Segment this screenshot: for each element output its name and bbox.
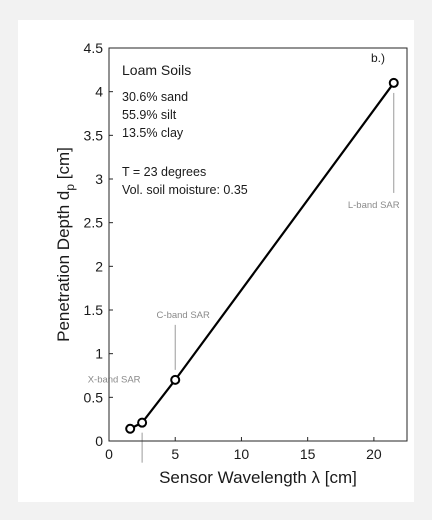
info-sand: 30.6% sand: [122, 90, 188, 104]
y-tick-label: 3.5: [84, 127, 104, 143]
figure-frame: 0 5 10 15 20 0 0.5 1 1.5 2 2.5 3 3.5 4 4.5 X-band SAR C…: [18, 20, 414, 502]
data-point: [170, 374, 181, 385]
info-clay: 13.5% clay: [122, 126, 184, 140]
info-temperature: T = 23 degrees: [122, 165, 206, 179]
penetration-depth-chart: 0 5 10 15 20 0 0.5 1 1.5 2 2.5 3 3.5 4 4.5 X-band SAR C…: [54, 40, 408, 487]
y-tick-label: 0.5: [84, 389, 104, 405]
x-tick-label: 20: [366, 446, 382, 462]
x-tick-label: 5: [171, 446, 179, 462]
y-tick-label: 4: [95, 84, 103, 100]
x-tick-label: 0: [105, 446, 113, 462]
data-point: [137, 417, 148, 428]
y-tick-label: 0: [95, 433, 103, 449]
y-tick-label: 4.5: [84, 40, 104, 56]
series-line: [129, 82, 395, 430]
x-tick-label: 10: [234, 446, 250, 462]
y-tick-label: 1: [95, 346, 103, 362]
annotation-label: X-band SAR: [88, 375, 141, 386]
y-axis-label-unit: [cm]: [54, 147, 73, 184]
data-series: [125, 77, 399, 434]
y-tick-label: 2: [95, 258, 103, 274]
annotations: X-band SAR C-band SAR L-band SAR: [88, 92, 400, 463]
y-axis-label-subscript: p: [63, 184, 77, 191]
panel-label: b.): [371, 51, 385, 65]
y-tick-label: 1.5: [84, 302, 104, 318]
info-soil-moisture: Vol. soil moisture: 0.35: [122, 183, 248, 197]
y-tick-label: 2.5: [84, 215, 104, 231]
y-axis-label-main: Penetration Depth d: [54, 191, 73, 342]
y-tick-label: 3: [95, 171, 103, 187]
plot-area: [108, 47, 408, 442]
data-point: [125, 423, 136, 434]
data-point: [388, 77, 399, 88]
axis-ticks: 0 5 10 15 20 0 0.5 1 1.5 2 2.5 3 3.5 4 4.5: [84, 40, 382, 462]
x-tick-label: 15: [300, 446, 316, 462]
annotation-label: C-band SAR: [157, 310, 210, 321]
info-silt: 55.9% silt: [122, 108, 177, 122]
y-axis-label: Penetration Depth dp [cm]: [54, 147, 77, 342]
annotation-label: L-band SAR: [348, 200, 400, 211]
x-axis-label: Sensor Wavelength λ [cm]: [159, 468, 357, 487]
info-title: Loam Soils: [122, 62, 191, 78]
